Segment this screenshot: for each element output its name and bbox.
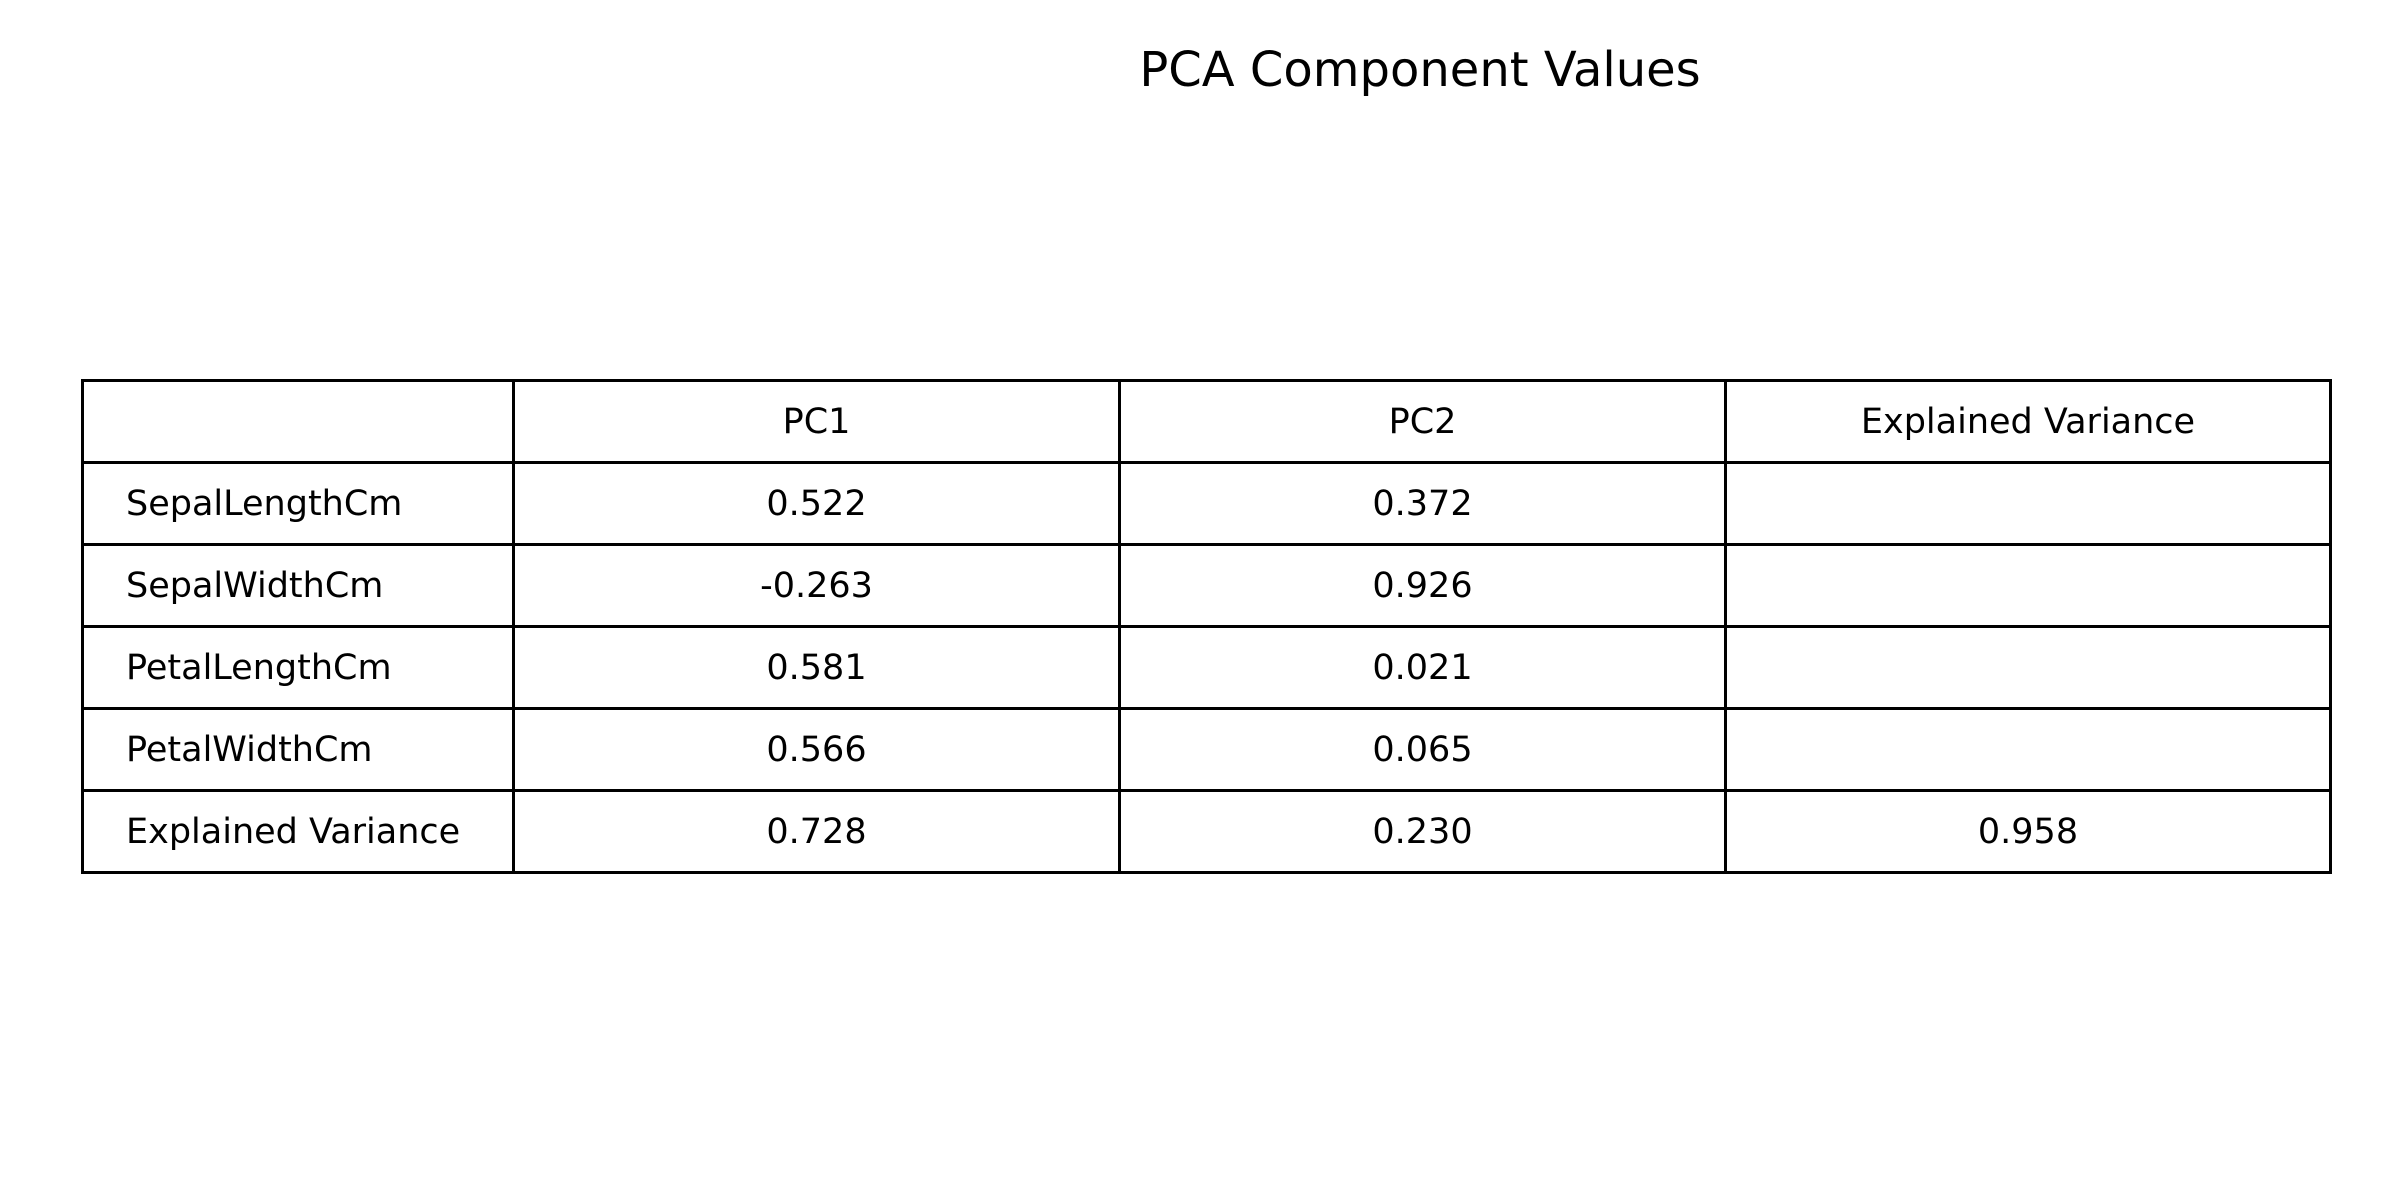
- table-cell: 0.728: [512, 789, 1121, 874]
- table-row: PetalLengthCm 0.581 0.021: [81, 625, 2332, 710]
- table-cell: 0.372: [1118, 461, 1727, 546]
- pca-table: PC1 PC2 Explained Variance SepalLengthCm…: [81, 379, 2332, 874]
- table-cell: 0.566: [512, 707, 1121, 792]
- table-header-row: PC1 PC2 Explained Variance: [81, 379, 2332, 464]
- row-label: SepalLengthCm: [81, 461, 515, 546]
- header-cell-pc1: PC1: [512, 379, 1121, 464]
- table-cell: [1724, 707, 2332, 792]
- table-cell: 0.021: [1118, 625, 1727, 710]
- table-row: Explained Variance 0.728 0.230 0.958: [81, 789, 2332, 874]
- table-cell: [1724, 625, 2332, 710]
- table-cell: 0.065: [1118, 707, 1727, 792]
- table-cell: 0.958: [1724, 789, 2332, 874]
- table-row: SepalWidthCm -0.263 0.926: [81, 543, 2332, 628]
- row-label: PetalLengthCm: [81, 625, 515, 710]
- header-cell-pc2: PC2: [1118, 379, 1727, 464]
- table-cell: 0.926: [1118, 543, 1727, 628]
- table-cell: [1724, 543, 2332, 628]
- table-cell: -0.263: [512, 543, 1121, 628]
- table-cell: 0.522: [512, 461, 1121, 546]
- table-cell: [1724, 461, 2332, 546]
- table-row: PetalWidthCm 0.566 0.065: [81, 707, 2332, 792]
- table-cell: 0.230: [1118, 789, 1727, 874]
- pca-table-container: PC1 PC2 Explained Variance SepalLengthCm…: [81, 379, 2332, 874]
- row-label: PetalWidthCm: [81, 707, 515, 792]
- table-row: SepalLengthCm 0.522 0.372: [81, 461, 2332, 546]
- header-cell-explained-variance: Explained Variance: [1724, 379, 2332, 464]
- chart-title: PCA Component Values: [1139, 42, 1701, 98]
- row-label: Explained Variance: [81, 789, 515, 874]
- table-cell: 0.581: [512, 625, 1121, 710]
- row-label: SepalWidthCm: [81, 543, 515, 628]
- header-cell-corner: [81, 379, 515, 464]
